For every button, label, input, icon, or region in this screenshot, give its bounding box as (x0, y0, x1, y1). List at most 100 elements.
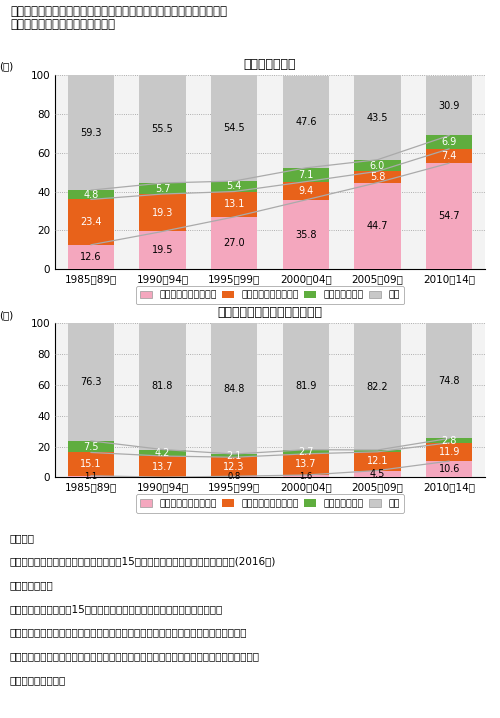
Bar (426, 136, 472, 149)
Text: (％): (％) (0, 310, 14, 320)
X-axis label: 第１子出生年: 第１子出生年 (249, 289, 291, 302)
Text: 19.3: 19.3 (152, 208, 173, 218)
Bar (282, 454, 329, 475)
Bar (354, 172, 401, 182)
Bar (414, 323, 485, 477)
Bar (68, 200, 114, 245)
Bar (198, 323, 270, 477)
Text: 54.5: 54.5 (224, 123, 245, 134)
Text: 13.7: 13.7 (152, 462, 174, 472)
Text: 82.2: 82.2 (366, 381, 388, 391)
Bar (426, 323, 472, 439)
Bar (426, 163, 472, 269)
Bar (270, 75, 342, 269)
Text: 2.7: 2.7 (298, 447, 314, 457)
Bar (139, 194, 186, 231)
Text: 43.5: 43.5 (366, 113, 388, 123)
Bar (414, 75, 485, 269)
Text: 11.9: 11.9 (438, 447, 460, 457)
Text: 81.9: 81.9 (295, 381, 316, 391)
Text: 13.1: 13.1 (224, 199, 245, 209)
Legend: 地位継続（育休あり）, 地位継続（育休なし）, 地位変化で就業, 離職: 地位継続（育休あり）, 地位継続（育休なし）, 地位変化で就業, 離職 (136, 494, 404, 513)
Bar (354, 470, 401, 477)
Bar (139, 183, 186, 194)
Bar (139, 449, 186, 456)
Text: 12.6: 12.6 (80, 252, 102, 262)
Bar (68, 323, 114, 441)
Text: 7.5: 7.5 (83, 442, 98, 452)
Text: 12.1: 12.1 (366, 456, 388, 466)
Bar (426, 75, 472, 136)
Bar (139, 231, 186, 269)
Bar (139, 75, 186, 183)
Bar (211, 181, 258, 192)
Text: 0.8: 0.8 (228, 472, 241, 481)
Text: 19.5: 19.5 (152, 246, 174, 256)
Text: 5.4: 5.4 (226, 181, 242, 191)
Text: 23.4: 23.4 (80, 217, 102, 227)
Text: 10.6: 10.6 (438, 465, 460, 475)
Text: 2.8: 2.8 (442, 436, 457, 446)
Bar (68, 441, 114, 452)
Text: 6.0: 6.0 (370, 161, 385, 171)
Text: より作成。: より作成。 (10, 580, 54, 590)
Bar (55, 75, 127, 269)
Bar (270, 323, 342, 477)
Text: 4.2: 4.2 (155, 448, 170, 458)
Text: 「離職」とする。: 「離職」とする。 (10, 675, 66, 685)
Title: 《パート・派遣の形態の職員》: 《パート・派遣の形態の職員》 (218, 306, 322, 320)
Bar (139, 456, 186, 477)
Legend: 地位継続（育休あり）, 地位継続（育休なし）, 地位変化で就業, 離職: 地位継続（育休あり）, 地位継続（育休なし）, 地位変化で就業, 離職 (136, 286, 404, 304)
Text: （備考）: （備考） (10, 533, 35, 543)
Text: 6.9: 6.9 (442, 137, 457, 147)
Text: 4.5: 4.5 (370, 469, 385, 479)
Text: 55.5: 55.5 (152, 124, 174, 134)
Bar (282, 449, 329, 454)
Bar (354, 450, 401, 452)
Bar (426, 443, 472, 461)
Text: 74.8: 74.8 (438, 376, 460, 386)
Text: 30.9: 30.9 (438, 101, 460, 111)
Bar (68, 245, 114, 269)
Text: 7.4: 7.4 (442, 151, 457, 161)
Bar (354, 75, 401, 159)
Text: 1.1: 1.1 (84, 472, 98, 481)
Bar (68, 190, 114, 200)
Text: 【図表２　第１子妚娠前の従業上の地位別にみた妻の就業異動の状況: 【図表２ 第１子妚娠前の従業上の地位別にみた妻の就業異動の状況 (10, 5, 227, 18)
Bar (342, 75, 413, 269)
Bar (282, 323, 329, 449)
Bar (426, 461, 472, 477)
Bar (211, 457, 258, 476)
Text: （正規の職員、パート・派遣）】: （正規の職員、パート・派遣）】 (10, 18, 115, 31)
Bar (211, 75, 258, 181)
Bar (282, 168, 329, 182)
Text: 84.8: 84.8 (224, 383, 245, 393)
Text: 81.8: 81.8 (152, 381, 173, 391)
Text: 27.0: 27.0 (224, 238, 245, 248)
Bar (354, 159, 401, 172)
Text: 59.3: 59.3 (80, 128, 102, 138)
Bar (126, 323, 198, 477)
X-axis label: 第１子出生年: 第１子出生年 (249, 497, 291, 510)
Bar (354, 182, 401, 269)
Text: 12.3: 12.3 (224, 462, 245, 472)
Text: 7.1: 7.1 (298, 169, 314, 180)
Bar (354, 452, 401, 470)
Bar (211, 323, 258, 454)
Text: 76.3: 76.3 (80, 377, 102, 387)
Text: 9.4: 9.4 (298, 186, 314, 196)
Text: １．国立社会保障・人口問題研究所「第15回出生動向基本調査（夫婦調査）」(2016年): １．国立社会保障・人口問題研究所「第15回出生動向基本調査（夫婦調査）」(201… (10, 556, 276, 567)
Bar (426, 439, 472, 443)
Text: 13.7: 13.7 (295, 460, 316, 470)
Bar (282, 475, 329, 477)
Bar (282, 75, 329, 168)
Text: ３．妚娠前に就業している場合、第１子１歳時の従業上の地位が同じ場合を「地位継: ３．妚娠前に就業している場合、第１子１歳時の従業上の地位が同じ場合を「地位継 (10, 628, 248, 638)
Bar (342, 323, 413, 477)
Text: 54.7: 54.7 (438, 211, 460, 221)
Bar (126, 75, 198, 269)
Bar (55, 323, 127, 477)
Text: 35.8: 35.8 (295, 230, 316, 240)
Text: 続」、異なる地位で就業している場合を「地位変化で就業」、就業していない場合を: 続」、異なる地位で就業している場合を「地位変化で就業」、就業していない場合を (10, 651, 260, 661)
Text: 1.6: 1.6 (299, 472, 312, 481)
Bar (139, 323, 186, 449)
